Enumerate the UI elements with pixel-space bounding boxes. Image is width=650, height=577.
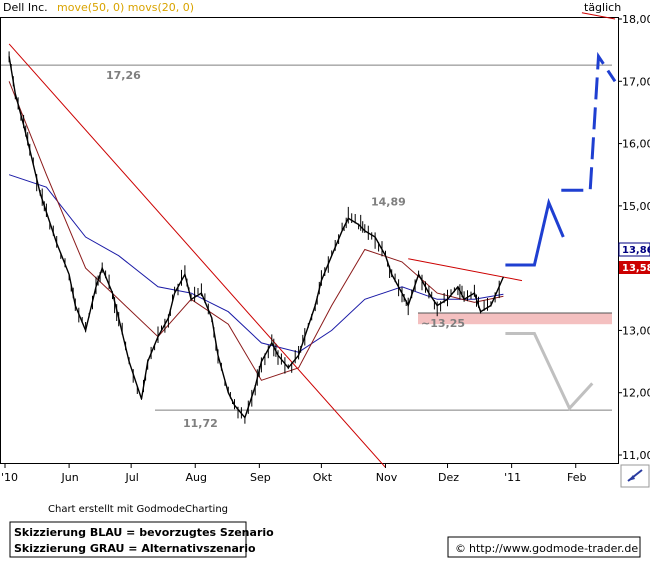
x-tick-label: '10 — [1, 471, 18, 484]
legend-grey-scenario: Skizzierung GRAU = Alternativszenario — [14, 542, 256, 555]
last-price-value: 13,86 — [622, 245, 650, 256]
x-tick-label: Jun — [61, 471, 79, 484]
indicator-label: move(50, 0) movs(20, 0) — [57, 1, 194, 14]
annotation-label: 14,89 — [371, 196, 406, 209]
x-tick-label: Okt — [313, 471, 333, 484]
annotation-label: 17,26 — [106, 69, 141, 82]
x-tick-label: Jul — [124, 471, 138, 484]
chart-settings-icon[interactable] — [620, 464, 650, 488]
plot-area — [0, 17, 619, 464]
legend-blue-scenario: Skizzierung BLAU = bevorzugtes Szenario — [14, 526, 274, 539]
x-tick-label: Sep — [250, 471, 271, 484]
y-tick-label: 13,00 — [622, 324, 650, 337]
blue-scenario-path — [505, 197, 565, 267]
last-sma-value: 13,58 — [622, 263, 650, 274]
x-tick-label: '11 — [504, 471, 521, 484]
ticker-label: Dell Inc. — [3, 1, 48, 14]
legend-box — [9, 521, 247, 558]
y-tick-label: 16,00 — [622, 138, 650, 151]
support-zone — [418, 312, 612, 325]
y-tick-label: 12,00 — [622, 387, 650, 400]
last-price-tag — [618, 242, 650, 257]
chart-credit: Chart erstellt mit GodmodeCharting — [48, 504, 228, 515]
moving-average-1 — [8, 174, 504, 353]
source-url[interactable]: http://www.godmode-trader.de — [469, 542, 638, 555]
y-tick-label: 17,00 — [622, 75, 650, 88]
x-tick-label: Feb — [567, 471, 586, 484]
copyright-icon: © — [455, 542, 466, 555]
x-tick-label: Nov — [376, 471, 398, 484]
y-tick-label: 18,00 — [622, 13, 650, 26]
timeframe-label: täglich — [584, 1, 621, 14]
y-tick-label: 15,00 — [622, 200, 650, 213]
annotation-label: ~13,25 — [421, 317, 465, 330]
last-sma-tag — [619, 261, 650, 274]
y-tick-label: 11,00 — [622, 449, 650, 462]
x-tick-label: Dez — [438, 471, 459, 484]
trendline-1 — [8, 43, 386, 468]
trendline-3 — [581, 12, 616, 20]
blue-scenario-dashed-path — [561, 51, 617, 192]
annotation-label: 11,72 — [183, 417, 218, 430]
x-tick-label: Aug — [186, 471, 207, 484]
url-box — [447, 536, 641, 558]
grey-scenario-path — [505, 332, 594, 411]
